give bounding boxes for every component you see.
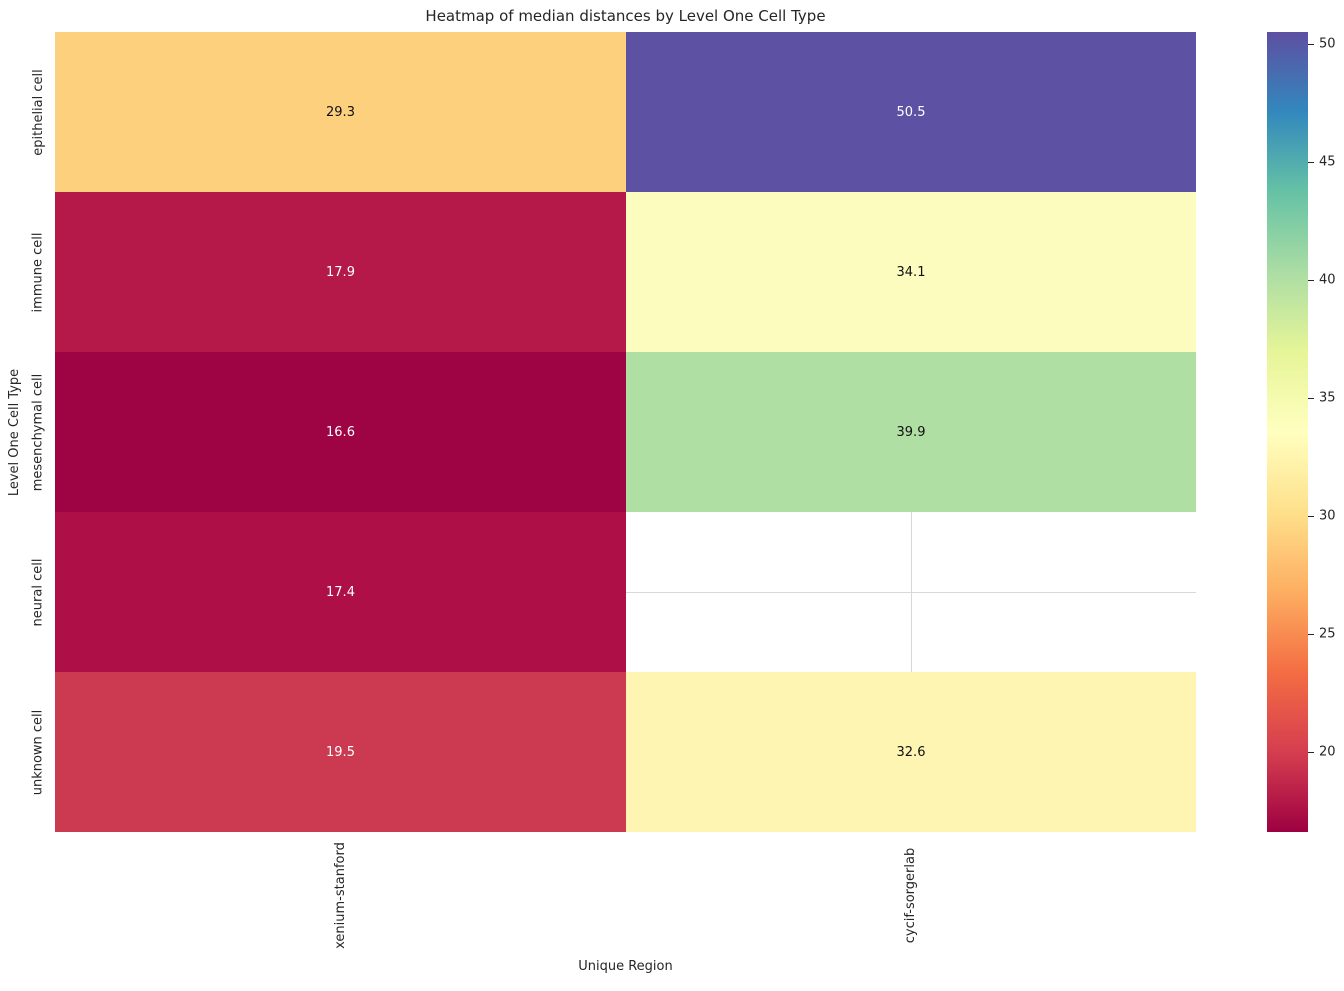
y-tick-label: epithelial cell: [24, 32, 52, 192]
heatmap-cell: 50.5: [626, 32, 1196, 192]
colorbar-tick: [1308, 161, 1314, 164]
heatmap-cell: 39.9: [626, 352, 1196, 512]
x-tick-label-text: cycif-sorgerlab: [903, 847, 919, 944]
cell-annotation: 34.1: [896, 264, 926, 280]
colorbar-tick-label: 45: [1319, 154, 1336, 170]
colorbar-tick-label: 40: [1319, 272, 1336, 288]
cell-annotation: 32.6: [896, 744, 926, 760]
heatmap-cell: 19.5: [55, 672, 626, 832]
y-tick-label-text: unknown cell: [30, 709, 46, 795]
cell-annotation: 19.5: [326, 744, 355, 760]
cell-annotation: 50.5: [896, 104, 926, 120]
heatmap-cell: [626, 512, 1196, 672]
cell-annotation: 29.3: [326, 104, 355, 120]
colorbar-tick-label: 50: [1319, 36, 1336, 52]
colorbar: [1267, 32, 1308, 832]
y-tick-label: unknown cell: [24, 672, 52, 832]
y-tick-label: mesenchymal cell: [24, 352, 52, 512]
x-tick-label: xenium-stanford: [321, 838, 361, 949]
colorbar-tick: [1308, 515, 1314, 518]
colorbar-tick-label: 35: [1319, 390, 1336, 406]
y-tick-label-text: immune cell: [30, 232, 46, 312]
colorbar-tick: [1308, 751, 1314, 754]
y-tick-label-text: mesenchymal cell: [30, 373, 46, 491]
cell-annotation: 39.9: [896, 424, 926, 440]
colorbar-tick-label: 25: [1319, 626, 1336, 642]
x-axis-label: Unique Region: [578, 959, 673, 974]
colorbar-tick: [1308, 397, 1314, 400]
heatmap-cell: 16.6: [55, 352, 626, 512]
heatmap-grid: 29.3 50.5 17.9 34.1 16.6 39.9 17.4 19.5 32.6: [55, 32, 1196, 832]
heatmap-cell: 17.9: [55, 192, 626, 352]
colorbar-tick: [1308, 633, 1314, 636]
y-tick-label-text: neural cell: [30, 558, 46, 626]
chart-title: Heatmap of median distances by Level One…: [425, 7, 826, 25]
nan-gridline-horizontal: [626, 592, 1196, 593]
colorbar-tick: [1308, 279, 1314, 282]
heatmap-cell: 32.6: [626, 672, 1196, 832]
colorbar-tick-label: 20: [1319, 744, 1336, 760]
colorbar-tick-label: 30: [1319, 508, 1336, 524]
heatmap-cell: 29.3: [55, 32, 626, 192]
cell-annotation: 17.9: [326, 264, 355, 280]
y-tick-label: immune cell: [24, 192, 52, 352]
x-tick-label-text: xenium-stanford: [333, 842, 348, 949]
heatmap-cell: 34.1: [626, 192, 1196, 352]
y-tick-label: neural cell: [24, 512, 52, 672]
cell-annotation: 16.6: [326, 424, 355, 440]
heatmap-cell: 17.4: [55, 512, 626, 672]
colorbar-tick: [1308, 43, 1314, 46]
y-axis-label-text: Level One Cell Type: [7, 368, 23, 496]
x-tick-label: cycif-sorgerlab: [891, 838, 931, 948]
y-tick-label-text: epithelial cell: [30, 68, 46, 156]
cell-annotation: 17.4: [326, 584, 355, 600]
